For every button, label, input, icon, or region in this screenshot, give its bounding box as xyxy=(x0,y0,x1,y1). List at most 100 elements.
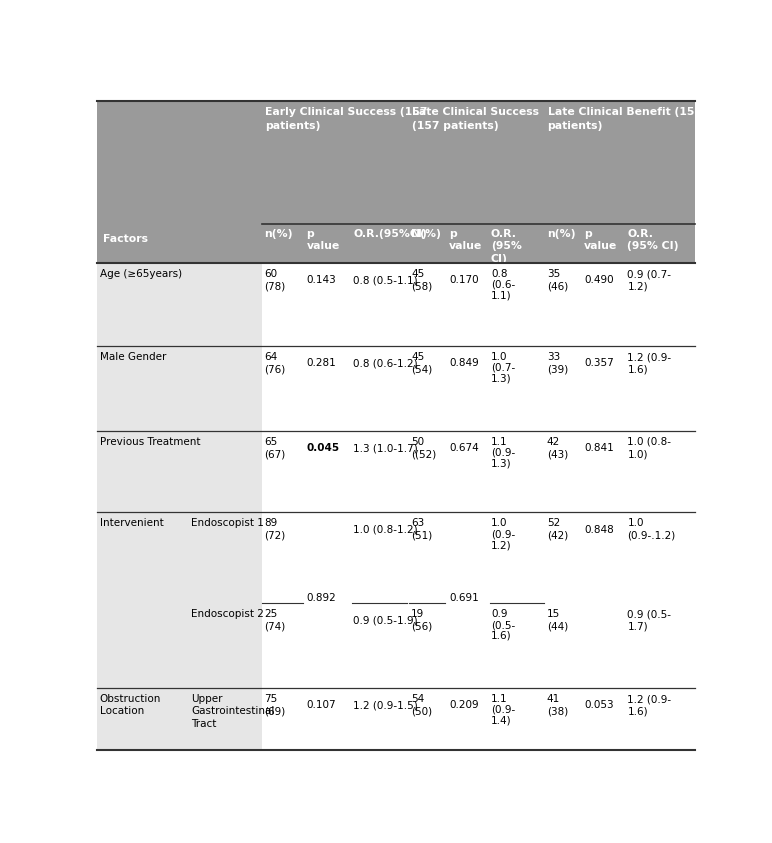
Text: 0.045: 0.045 xyxy=(306,443,340,453)
Bar xyxy=(96,263,262,346)
Text: ((52): ((52) xyxy=(411,449,436,459)
Text: (0.7-: (0.7- xyxy=(491,363,515,373)
Text: (39): (39) xyxy=(547,364,568,374)
Text: Location: Location xyxy=(100,706,144,717)
Text: (95%: (95% xyxy=(491,241,522,251)
Text: 0.170: 0.170 xyxy=(449,275,479,285)
Text: 25: 25 xyxy=(264,609,277,620)
Text: 0.281: 0.281 xyxy=(306,358,337,368)
Text: (0.5-: (0.5- xyxy=(491,620,515,630)
Text: 0.107: 0.107 xyxy=(306,701,336,710)
Text: 19: 19 xyxy=(411,609,425,620)
Text: 1.1: 1.1 xyxy=(491,437,508,447)
Text: (72): (72) xyxy=(264,531,285,541)
Text: 63: 63 xyxy=(411,518,425,529)
Bar xyxy=(96,688,262,750)
Text: 1.4): 1.4) xyxy=(491,716,512,726)
Text: 0.357: 0.357 xyxy=(584,358,614,368)
Text: (76): (76) xyxy=(264,364,285,374)
Text: 1.1: 1.1 xyxy=(491,694,508,704)
Text: O.R.(95%CI): O.R.(95%CI) xyxy=(353,229,427,239)
Text: 1.6): 1.6) xyxy=(491,631,512,641)
Text: 1.1): 1.1) xyxy=(491,291,512,301)
Text: 0.8 (0.5-1.1): 0.8 (0.5-1.1) xyxy=(353,275,418,285)
Text: 1.3): 1.3) xyxy=(491,459,512,469)
Text: Tract: Tract xyxy=(191,719,216,728)
Text: 0.849: 0.849 xyxy=(449,358,479,368)
Bar xyxy=(262,263,695,346)
Text: Intervenient: Intervenient xyxy=(100,518,164,529)
Text: Obstruction: Obstruction xyxy=(100,694,161,704)
Text: 33: 33 xyxy=(547,352,560,362)
Text: 1.2): 1.2) xyxy=(491,540,512,550)
Text: 1.0 (0.8-: 1.0 (0.8- xyxy=(628,437,672,447)
Text: 1.2 (0.9-: 1.2 (0.9- xyxy=(628,694,672,704)
Text: (0.6-: (0.6- xyxy=(491,280,515,290)
Text: 0.9: 0.9 xyxy=(491,609,507,620)
Text: 1.0: 1.0 xyxy=(491,352,507,362)
Text: 0.053: 0.053 xyxy=(584,701,614,710)
Text: Early Clinical Success (157: Early Clinical Success (157 xyxy=(265,106,427,116)
Text: 0.674: 0.674 xyxy=(449,443,479,453)
Text: (51): (51) xyxy=(411,531,432,541)
Text: Age (≥65years): Age (≥65years) xyxy=(100,269,181,279)
Text: 1.2 (0.9-: 1.2 (0.9- xyxy=(628,352,672,362)
Bar xyxy=(96,101,695,263)
Text: value: value xyxy=(449,241,482,251)
Text: 35: 35 xyxy=(547,269,560,279)
Text: (157 patients): (157 patients) xyxy=(412,121,499,132)
Text: 1.2 (0.9-1.5): 1.2 (0.9-1.5) xyxy=(353,701,418,710)
Text: (0.9-: (0.9- xyxy=(491,705,515,715)
Text: Male Gender: Male Gender xyxy=(100,352,166,362)
Text: 0.9 (0.5-1.9): 0.9 (0.5-1.9) xyxy=(353,615,418,626)
Text: value: value xyxy=(306,241,340,251)
Text: (38): (38) xyxy=(547,706,568,717)
Text: 1.2): 1.2) xyxy=(628,282,648,292)
Text: 0.691: 0.691 xyxy=(449,593,479,604)
Text: 0.9 (0.7-: 0.9 (0.7- xyxy=(628,269,672,279)
Text: (42): (42) xyxy=(547,531,568,541)
Text: 45: 45 xyxy=(411,352,425,362)
Text: Gastrointestinal: Gastrointestinal xyxy=(191,706,274,717)
Text: (78): (78) xyxy=(264,282,285,292)
Text: 0.9 (0.5-: 0.9 (0.5- xyxy=(628,609,672,620)
Bar xyxy=(96,513,262,688)
Text: patients): patients) xyxy=(265,121,320,132)
Text: (0.9-.1.2): (0.9-.1.2) xyxy=(628,531,676,541)
Text: (54): (54) xyxy=(411,364,432,374)
Text: 0.848: 0.848 xyxy=(584,524,614,534)
Text: 0.8: 0.8 xyxy=(491,269,507,279)
Text: 1.6): 1.6) xyxy=(628,364,648,374)
Text: (74): (74) xyxy=(264,621,285,631)
Text: N(%): N(%) xyxy=(411,229,441,239)
Text: value: value xyxy=(584,241,618,251)
Text: p: p xyxy=(584,229,591,239)
Text: Late Clinical Benefit (157: Late Clinical Benefit (157 xyxy=(547,106,702,116)
Text: 0.490: 0.490 xyxy=(584,275,614,285)
Text: Upper: Upper xyxy=(191,694,222,704)
Text: 15: 15 xyxy=(547,609,560,620)
Text: 89: 89 xyxy=(264,518,277,529)
Text: 1.3): 1.3) xyxy=(491,373,512,384)
Text: (95% CI): (95% CI) xyxy=(628,241,679,251)
Text: (69): (69) xyxy=(264,706,285,717)
Bar xyxy=(262,688,695,750)
Text: Late Clinical Success: Late Clinical Success xyxy=(412,106,539,116)
Text: Factors: Factors xyxy=(103,234,147,244)
Text: (50): (50) xyxy=(411,706,432,717)
Text: O.R.: O.R. xyxy=(491,229,517,239)
Text: patients): patients) xyxy=(547,121,603,132)
Bar xyxy=(96,346,262,431)
Text: (46): (46) xyxy=(547,282,568,292)
Bar xyxy=(262,346,695,431)
Text: 0.892: 0.892 xyxy=(306,593,337,604)
Text: (0.9-: (0.9- xyxy=(491,529,515,540)
Text: (0.9-: (0.9- xyxy=(491,448,515,458)
Text: 1.3 (1.0-1.7): 1.3 (1.0-1.7) xyxy=(353,443,418,453)
Text: 42: 42 xyxy=(547,437,560,447)
Text: 52: 52 xyxy=(547,518,560,529)
Text: Endoscopist 2: Endoscopist 2 xyxy=(191,609,264,620)
Text: O.R.: O.R. xyxy=(628,229,653,239)
Text: CI): CI) xyxy=(491,254,508,264)
Text: 65: 65 xyxy=(264,437,277,447)
